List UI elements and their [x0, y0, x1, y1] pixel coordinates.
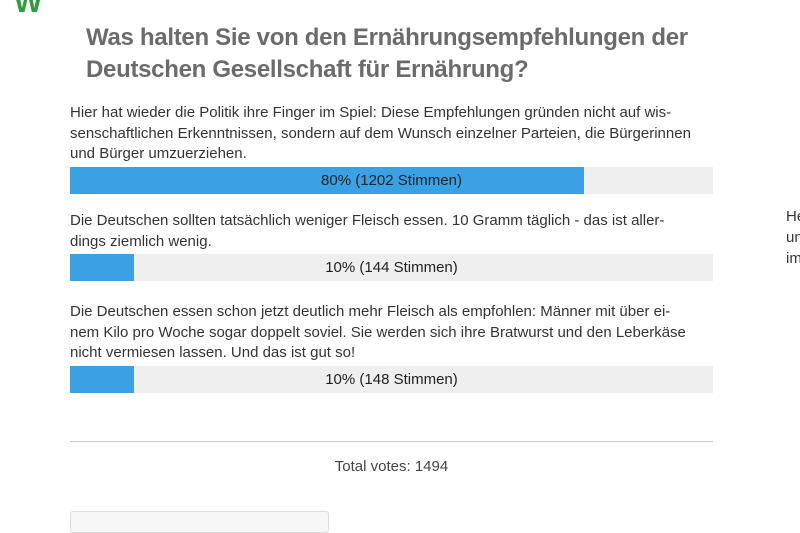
- option-text: senschaftlichen Erkenntnissen, sondern a…: [70, 124, 691, 142]
- option-text: Die Deutschen essen schon jetzt deutlich…: [70, 303, 671, 320]
- logo[interactable]: W: [14, 0, 43, 19]
- result-bar[interactable]: 10% (144 Stimmen): [70, 254, 713, 281]
- option-text: dings ziemlich wenig.: [70, 232, 212, 250]
- option-text: nicht vermiesen lassen. Und das ist gut …: [70, 344, 356, 361]
- sidebar-text: He: [786, 208, 800, 225]
- bar-fill: [70, 166, 585, 194]
- bar-fill: [70, 365, 135, 393]
- result-bar[interactable]: 10% (148 Stimmen): [70, 365, 713, 393]
- option-text: und Bürger umzuerziehen.: [70, 145, 247, 162]
- result-bar[interactable]: 80% (1202 Stimmen): [70, 166, 713, 194]
- bar-fill: [70, 254, 135, 281]
- poll-question: Was halten Sie von den Ernährungsempfehl…: [86, 24, 688, 51]
- sidebar-text: un: [786, 229, 800, 246]
- option-text: Hier hat wieder die Politik ihre Finger …: [70, 104, 672, 121]
- poll-question: Deutschen Gesellschaft für Ernährung?: [86, 56, 529, 83]
- bar-label: 10% (144 Stimmen): [325, 259, 458, 276]
- option-text: Die Deutschen sollten tatsächlich wenige…: [70, 212, 665, 229]
- button[interactable]: [70, 511, 329, 533]
- bar-label: 80% (1202 Stimmen): [321, 171, 462, 189]
- option-text: nem Kilo pro Woche sogar doppelt soviel.…: [70, 323, 686, 341]
- separator: [70, 441, 713, 442]
- sidebar-text: im: [786, 250, 800, 267]
- total-votes: Total votes: 1494: [334, 458, 449, 475]
- page: W (() => { const data = JSON.parse(docum…: [14, 0, 800, 533]
- bar-label: 10% (148 Stimmen): [325, 370, 458, 388]
